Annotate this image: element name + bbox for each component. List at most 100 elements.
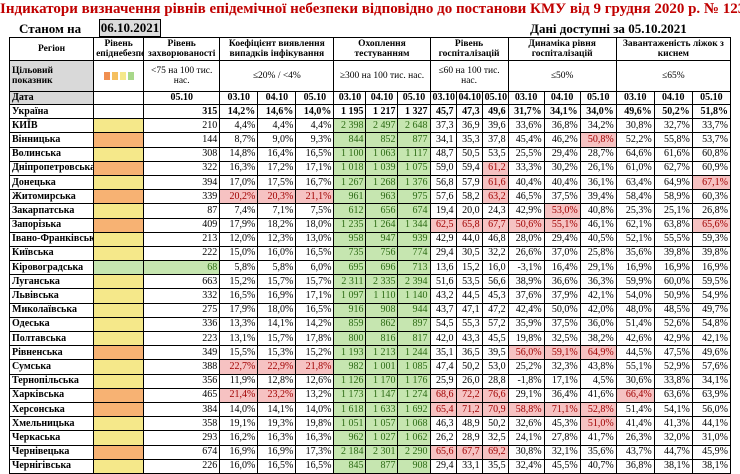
table-body: Україна 315 14,2% 14,6% 14,0% 1 195 1 217 1 327… [8, 103, 732, 474]
region-name: Чернівецька [8, 444, 95, 460]
hosp-level-value: 35,3 [455, 132, 483, 148]
region-name: Закарпатська [8, 203, 95, 219]
testing-value: 1 027 [365, 430, 399, 446]
hosp-level-value: 32,5 [481, 430, 509, 446]
oxygen-value: 44,1% [691, 416, 732, 432]
oxygen-value: 44,5% [615, 345, 655, 361]
testing-value: 674 [397, 203, 431, 219]
hosp-level-value: 71,2 [455, 401, 483, 418]
morbidity-value: 409 [143, 217, 221, 233]
detection-value: 16,9% [257, 444, 297, 460]
morbidity-value: 275 [143, 302, 221, 318]
testing-value: 1 193 [333, 345, 367, 361]
oxygen-value: 32,7% [653, 118, 693, 134]
testing-value: 2 290 [397, 444, 431, 460]
oxygen-value: 32,0% [653, 430, 693, 446]
hosp-dynamics-value: 28,0% [507, 231, 545, 247]
detection-value: 21,4% [219, 387, 259, 403]
testing-value: 1 063 [365, 146, 399, 162]
hosp-dynamics-value: 32,4% [507, 458, 545, 474]
hosp-level-value: 34,1 [429, 132, 457, 148]
testing-value: 844 [333, 132, 367, 148]
hosp-dynamics-value: 33,6% [507, 118, 545, 134]
table-row: Київська 222 15,0% 16,0% 16,5% 735 756 774 29,4 3… [8, 245, 732, 262]
hosp-dynamics-value: 24,1% [507, 430, 545, 446]
table-row: Житомирська 339 20,2% 20,3% 21,1% 961 963 975 57… [8, 189, 732, 205]
testing-value: 877 [365, 458, 399, 474]
detection-value: 8,7% [219, 132, 259, 148]
oxygen-value: 52,6% [653, 316, 693, 333]
table-row: Чернігівська 226 16,0% 16,5% 16,5% 845 877 908 2… [8, 458, 732, 474]
detection-value: 17,0% [219, 174, 259, 191]
morbidity-value: 308 [143, 146, 221, 162]
oxygen-value: 63,6% [653, 387, 693, 403]
detection-value: 15,5% [219, 345, 259, 361]
date-cell: 05.10 [579, 91, 617, 105]
testing-value: 1 097 [333, 288, 367, 304]
testing-value: 1 217 [365, 103, 399, 120]
date-cell: 04.10 [365, 91, 399, 105]
table-row: Львівська 332 16,5% 16,9% 17,1% 1 097 1 110 1 1… [8, 288, 732, 304]
date-cell: 03.10 [507, 91, 545, 105]
target-hosp-dynamics: ≤50% [507, 60, 617, 92]
testing-value: 1 244 [397, 345, 431, 361]
hosp-dynamics-value: 36,6% [543, 274, 581, 290]
target-hosp-level: ≤60 на 100 тис. нас. [429, 60, 509, 92]
detection-value: 13,1% [219, 330, 259, 347]
morbidity-value: 210 [143, 118, 221, 134]
testing-value: 1 268 [365, 174, 399, 191]
region-name: Кіровоградська [8, 260, 95, 276]
morbidity-value: 358 [143, 416, 221, 432]
oxygen-value: 60,8% [691, 146, 732, 162]
hosp-dynamics-value: 40,8% [579, 203, 617, 219]
hosp-dynamics-value: 50,0% [543, 302, 581, 318]
testing-value: 944 [397, 302, 431, 318]
detection-value: 12,6% [295, 373, 335, 389]
morbidity-value: 223 [143, 330, 221, 347]
hosp-level-value: 65,8 [455, 217, 483, 233]
level-cell [93, 444, 145, 460]
detection-value: 5,8% [257, 260, 297, 276]
testing-value: 982 [333, 359, 367, 375]
testing-value: 908 [365, 302, 399, 318]
hosp-level-value: 63,2 [481, 189, 509, 205]
data-available: Дані доступні за 05.10.2021 [530, 20, 687, 37]
hosp-level-value: 62,5 [429, 217, 457, 233]
detection-value: 18,0% [295, 217, 335, 233]
level-cell [93, 217, 145, 233]
oxygen-value: 63,4% [615, 174, 655, 191]
level-cell [93, 387, 145, 403]
col-morbidity: Рівень захворюваності [143, 37, 221, 61]
hosp-level-value: 36,5 [455, 345, 483, 361]
detection-value: 14,1% [257, 316, 297, 333]
hosp-dynamics-value: 29,4% [543, 146, 581, 162]
hosp-dynamics-value: 4,5% [579, 373, 617, 389]
target-testing: ≥300 на 100 тис. нас. [333, 60, 431, 92]
testing-value: 1 126 [333, 373, 367, 389]
hosp-level-value: 57,2 [481, 316, 509, 333]
detection-value: 7,5% [295, 203, 335, 219]
detection-value: 18,0% [257, 302, 297, 318]
hosp-level-value: 44,5 [455, 288, 483, 304]
testing-value: 735 [333, 245, 367, 262]
region-name: Рівненська [8, 345, 95, 361]
detection-value: 16,5% [295, 458, 335, 474]
hosp-level-value: 43,3 [455, 330, 483, 347]
hosp-dynamics-value: 17,1% [543, 373, 581, 389]
hosp-dynamics-value: 30,2% [543, 160, 581, 176]
hosp-level-value: 58,2 [455, 189, 483, 205]
oxygen-value: 60,3% [691, 189, 732, 205]
detection-value: 14,2% [219, 103, 259, 120]
hosp-dynamics-value: 37,0% [543, 245, 581, 262]
region-name: Черкаська [8, 430, 95, 446]
hosp-level-value: 28,8 [481, 373, 509, 389]
level-cell [93, 401, 145, 418]
hosp-level-value: 35,1 [429, 345, 457, 361]
testing-value: 916 [333, 302, 367, 318]
oxygen-value: 39,8% [691, 245, 732, 262]
hosp-dynamics-value: 37,9% [543, 288, 581, 304]
hosp-level-value: 28,9 [455, 430, 483, 446]
detection-value: 15,2% [219, 274, 259, 290]
hosp-dynamics-value: -1,8% [507, 373, 545, 389]
oxygen-value: 52,9% [653, 359, 693, 375]
